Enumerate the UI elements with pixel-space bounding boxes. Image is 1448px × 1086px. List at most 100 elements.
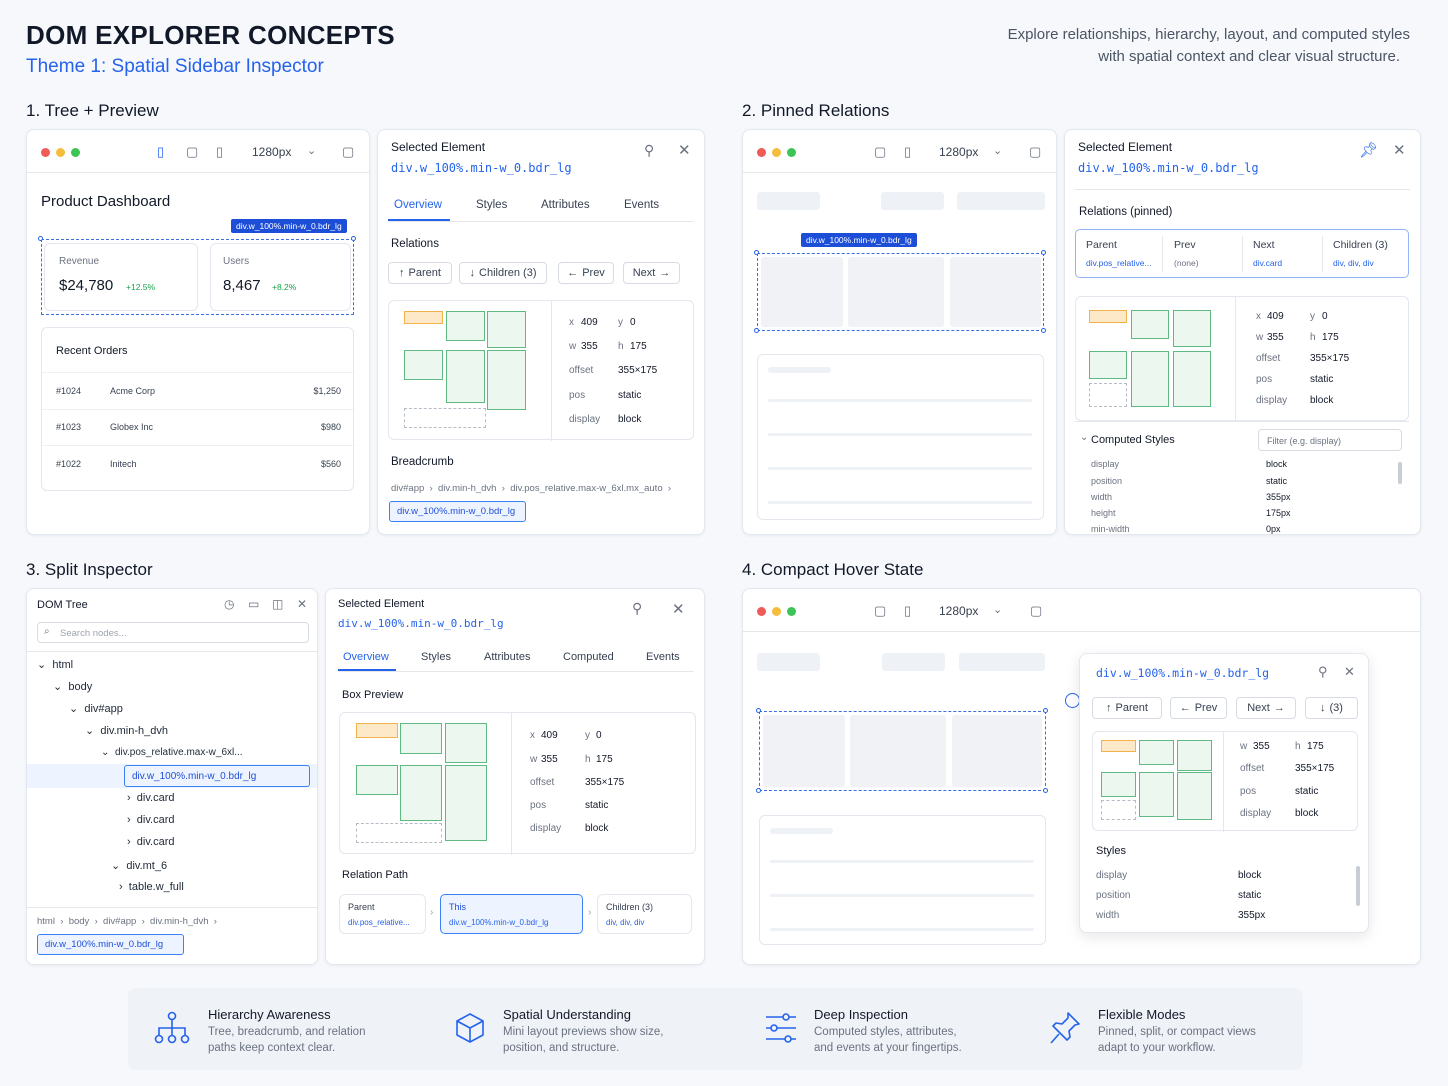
sliders-icon	[766, 1013, 796, 1043]
tree-node[interactable]: ⌄ body	[53, 681, 93, 693]
breadcrumb-current[interactable]: div.w_100%.min-w_0.bdr_lg	[37, 934, 184, 955]
next-button[interactable]: Next →	[623, 262, 680, 284]
tree-node[interactable]: ⌄ div#app	[69, 703, 123, 715]
mobile-view-icon[interactable]: ▯	[904, 603, 912, 618]
filter-input[interactable]: Filter (e.g. display)	[1258, 429, 1402, 451]
chevron-down-icon[interactable]: ⌄	[307, 145, 317, 157]
tree-node[interactable]: › div.card	[127, 792, 175, 804]
tree-node[interactable]: ⌄ div.mt_6	[111, 860, 168, 872]
page-subtitle: Theme 1: Spatial Sidebar Inspector	[26, 56, 324, 77]
prev-button[interactable]: ← Prev	[558, 262, 614, 284]
desktop-view-icon[interactable]: ▯	[157, 144, 165, 159]
breadcrumb-current[interactable]: div.w_100%.min-w_0.bdr_lg	[389, 501, 526, 522]
hover-outline	[759, 711, 1046, 791]
breadcrumb: div#app › div.min-h_dvh › div.pos_relati…	[391, 483, 672, 494]
cube-icon	[456, 1013, 484, 1043]
children-button[interactable]: ↓ (3)	[1305, 697, 1358, 719]
tab-attributes[interactable]: Attributes	[541, 199, 590, 211]
tree-node[interactable]: › div.card	[127, 836, 175, 848]
close-icon[interactable]: ✕	[297, 597, 308, 611]
tab-events[interactable]: Events	[624, 199, 660, 211]
tree-node[interactable]: › table.w_full	[119, 881, 184, 893]
search-icon: ⌕	[44, 626, 50, 637]
tab-overview[interactable]: Overview	[394, 199, 442, 211]
scrollbar[interactable]	[1398, 462, 1402, 484]
pin-icon[interactable]: ⚲	[644, 142, 655, 158]
fullscreen-icon[interactable]: ▢	[1030, 603, 1043, 618]
browser-preview: ▯ ▢ ▯ 1280px ⌄ ▢ Product Dashboard div.w…	[26, 129, 370, 535]
pin-icon	[1050, 1012, 1080, 1044]
tab-events[interactable]: Events	[646, 651, 680, 663]
tablet-view-icon[interactable]: ▢	[874, 144, 887, 159]
arrow-up-icon: ↑	[1106, 702, 1112, 714]
revenue-card[interactable]: Revenue $24,780 +12.5%	[44, 243, 198, 311]
pin-icon[interactable]: ⚲	[1318, 664, 1328, 679]
chevron-down-icon[interactable]: ⌄	[993, 604, 1003, 616]
tab-styles[interactable]: Styles	[421, 651, 451, 663]
hover-card: div.w_100%.min-w_0.bdr_lg ⚲ ✕ ↑ Parent ← P…	[1079, 653, 1369, 933]
close-icon[interactable]: ✕	[678, 142, 691, 159]
search-input[interactable]: ⌕ Search nodes...	[37, 622, 309, 643]
path-parent[interactable]: Parent div.pos_relative...	[339, 894, 426, 934]
pinned-relations: Parent div.pos_relative... Prev (none) Nex…	[1075, 229, 1409, 278]
tablet-view-icon[interactable]: ▢	[874, 603, 887, 618]
tab-overview[interactable]: Overview	[343, 651, 389, 663]
chevron-down-icon[interactable]: ⌄	[993, 145, 1003, 157]
path-this[interactable]: This div.w_100%.min-w_0.bdr_lg	[440, 894, 583, 934]
inspector-sidebar: Selected Element div.w_100%.min-w_0.bdr_…	[377, 129, 705, 535]
mobile-view-icon[interactable]: ▯	[216, 144, 224, 159]
selection-badge: div.w_100%.min-w_0.bdr_lg	[231, 219, 347, 233]
breadcrumb: html › body › div#app › div.min-h_dvh ›	[37, 916, 217, 927]
tab-computed[interactable]: Computed	[563, 651, 614, 663]
children-button[interactable]: ↓ Children (3)	[459, 262, 547, 284]
close-icon[interactable]: ✕	[1393, 142, 1406, 159]
arrow-up-icon: ↑	[399, 267, 405, 279]
selection-badge: div.w_100%.min-w_0.bdr_lg	[801, 233, 917, 247]
arrow-down-icon: ↓	[1320, 702, 1326, 714]
features-strip: Hierarchy Awareness Tree, breadcrumb, an…	[128, 988, 1303, 1070]
tree-node[interactable]: ⌄ div.min-h_dvh	[85, 725, 169, 737]
tree-node[interactable]: ⌄ div.pos_relative.max-w_6xl...	[101, 747, 243, 758]
inspector-pinned: Selected Element div.w_100%.min-w_0.bdr_…	[1064, 129, 1421, 535]
tree-node[interactable]: › div.card	[127, 814, 175, 826]
viewport-size[interactable]: 1280px	[252, 145, 292, 159]
pin-icon[interactable]: ⚲	[632, 600, 643, 616]
parent-button[interactable]: ↑ Parent	[388, 262, 452, 284]
arrow-right-icon: →	[659, 267, 671, 279]
history-icon[interactable]: ◷	[224, 597, 235, 611]
tree-node[interactable]: ⌄ html	[37, 659, 74, 671]
parent-button[interactable]: ↑ Parent	[1092, 697, 1162, 719]
close-icon[interactable]: ✕	[1344, 664, 1355, 679]
window-controls	[41, 148, 80, 157]
tablet-view-icon[interactable]: ▢	[186, 144, 199, 159]
close-icon[interactable]: ✕	[672, 601, 685, 618]
camera-icon[interactable]: ◫	[272, 597, 284, 611]
mobile-view-icon[interactable]: ▯	[904, 144, 912, 159]
hierarchy-icon	[154, 1011, 190, 1044]
prev-button[interactable]: ← Prev	[1170, 697, 1227, 719]
path-children[interactable]: Children (3) div, div, div	[597, 894, 692, 934]
folder-icon[interactable]: ▭	[248, 597, 260, 611]
fullscreen-icon[interactable]: ▢	[342, 144, 355, 159]
tab-attributes[interactable]: Attributes	[484, 651, 531, 663]
page-title: DOM EXPLORER CONCEPTS	[26, 20, 395, 50]
users-card[interactable]: Users 8,467 +8.2%	[210, 243, 351, 311]
tree-node-selected[interactable]: div.w_100%.min-w_0.bdr_lg	[124, 765, 310, 787]
recent-orders-card: Recent Orders #1024 Acme Corp $1,250 #1023…	[41, 327, 355, 491]
section-title-3: 3. Split Inspector	[26, 560, 153, 579]
section-title-1: 1. Tree + Preview	[26, 101, 159, 120]
arrow-right-icon: →	[1273, 702, 1285, 714]
browser-preview-2: ▢ ▯ 1280px ⌄ ▢ div.w_100%.min-w_0.bdr_lg	[742, 129, 1057, 535]
pinned-icon[interactable]: 📌︎	[1359, 142, 1379, 159]
section-title-2: 2. Pinned Relations	[742, 101, 890, 120]
chevron-down-icon[interactable]: ⌄	[1080, 432, 1089, 443]
next-button[interactable]: Next →	[1236, 697, 1296, 719]
fullscreen-icon[interactable]: ▢	[1029, 144, 1042, 159]
section-title-4: 4. Compact Hover State	[742, 560, 924, 579]
computed-styles-toggle[interactable]: Computed Styles	[1091, 434, 1175, 446]
tab-styles[interactable]: Styles	[476, 199, 508, 211]
scrollbar[interactable]	[1356, 866, 1360, 906]
